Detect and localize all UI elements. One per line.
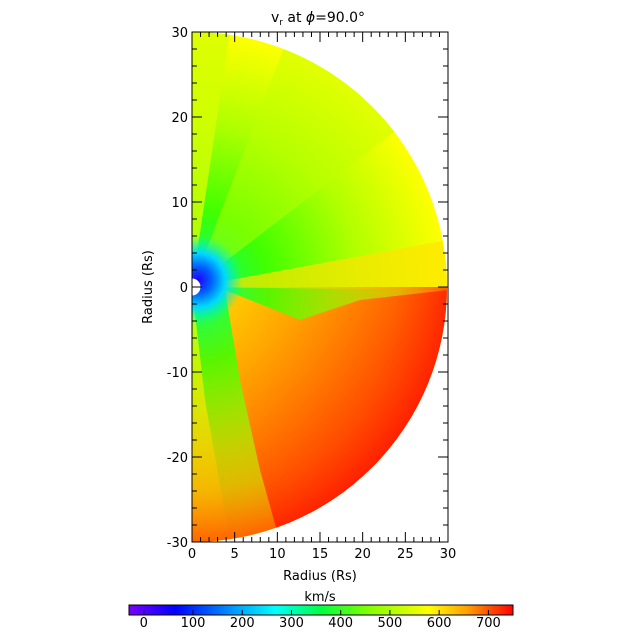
heatmap-north-yellow-sector xyxy=(192,32,230,287)
chart-title: vr at ϕ=90.0° xyxy=(271,10,365,28)
x-tick-label: 10 xyxy=(269,547,286,562)
axis-tick-labels: 0 5 10 15 20 25 30 -30 -20 -10 0 10 20 30 xyxy=(167,26,457,562)
x-axis-label: Radius (Rs) xyxy=(283,569,357,584)
title-subscript: r xyxy=(279,18,283,28)
x-tick-label: 0 xyxy=(188,547,196,562)
title-prefix: v xyxy=(271,10,279,26)
colorbar-label: km/s xyxy=(304,590,336,605)
x-tick-label: 25 xyxy=(397,547,414,562)
inner-boundary-circle xyxy=(192,278,201,296)
y-tick-label: -10 xyxy=(167,366,188,381)
colorbar-tick-label: 500 xyxy=(378,616,403,631)
colorbar-ticks: 0 100 200 300 400 500 600 700 xyxy=(140,610,501,631)
title-middle: at xyxy=(283,10,306,26)
y-axis-label: Radius (Rs) xyxy=(141,250,156,324)
heatmap-slow-core xyxy=(192,235,243,325)
heatmap-area xyxy=(192,32,447,542)
colorbar-tick-label: 200 xyxy=(230,616,255,631)
colorbar-tick-label: 0 xyxy=(140,616,148,631)
x-tick-label: 5 xyxy=(231,547,239,562)
x-tick-label: 30 xyxy=(440,547,457,562)
heatmap-north-greenyellow-wedge xyxy=(192,32,410,287)
axis-ticks xyxy=(191,31,449,543)
heatmap-equator-yellow-band xyxy=(192,240,447,290)
y-tick-label: -20 xyxy=(167,451,188,466)
colorbar-tick-label: 600 xyxy=(427,616,452,631)
colorbar-tick-label: 700 xyxy=(476,616,501,631)
colorbar-tick-label: 100 xyxy=(181,616,206,631)
x-tick-label: 15 xyxy=(312,547,329,562)
y-tick-label: -30 xyxy=(167,536,188,551)
heatmap-south-edge-shade xyxy=(192,287,447,542)
title-suffix: =90.0° xyxy=(315,10,365,26)
colorbar xyxy=(128,604,514,616)
x-tick-label: 20 xyxy=(354,547,371,562)
y-tick-label: 20 xyxy=(171,111,188,126)
colorbar-tick-label: 400 xyxy=(328,616,353,631)
y-tick-label: 10 xyxy=(171,196,188,211)
colorbar-tick-label: 300 xyxy=(279,616,304,631)
y-tick-label: 0 xyxy=(180,281,188,296)
title-symbol: ϕ xyxy=(306,10,315,26)
y-tick-label: 30 xyxy=(171,26,188,41)
